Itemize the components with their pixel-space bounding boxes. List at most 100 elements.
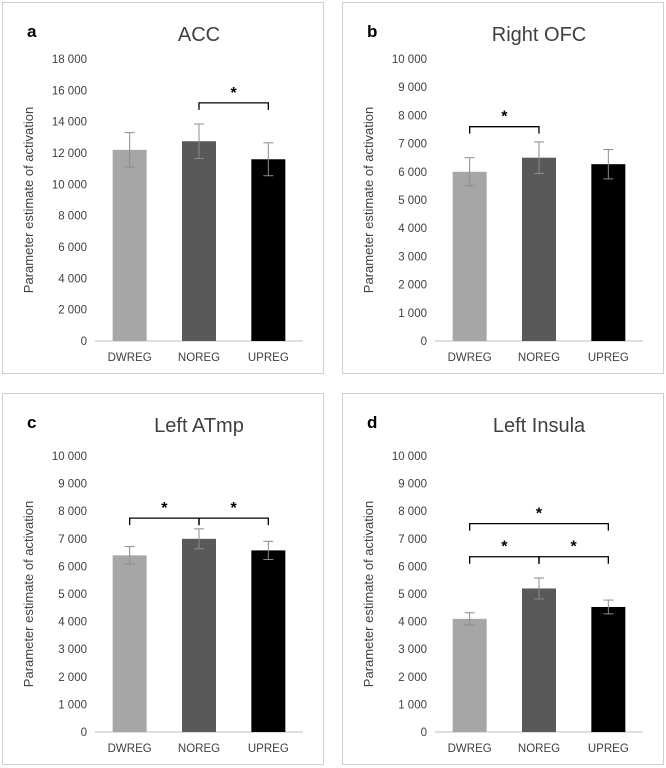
- y-tick-label-a-2: 4 000: [58, 273, 87, 285]
- significance-star-d-2: *: [536, 506, 543, 523]
- error-bar-a-upreg: [263, 142, 274, 177]
- significance-bracket-c-0: [129, 517, 200, 526]
- y-tick-label-b-8: 8 000: [398, 110, 427, 122]
- bar-d-noreg: [522, 588, 556, 732]
- chart-d-svg: d Left Insula Parameter estimate of activa…: [361, 413, 643, 755]
- x-tick-label-d-1: NOREG: [518, 743, 560, 755]
- chart-b-svg: b Right OFC Parameter estimate of activati…: [361, 22, 643, 364]
- bar-b-noreg: [522, 157, 556, 341]
- significance-star-c-0: *: [161, 500, 168, 517]
- y-tick-label-b-0: 0: [421, 336, 427, 348]
- y-tick-label-d-4: 4 000: [398, 617, 427, 629]
- x-tick-label-a-2: UPREG: [248, 352, 289, 364]
- bar-d-dwreg: [452, 618, 487, 732]
- x-tick-label-a-1: NOREG: [178, 352, 220, 364]
- y-tick-label-d-2: 2 000: [398, 672, 427, 684]
- bar-c-noreg: [182, 538, 216, 732]
- chart-panel-b: b Right OFC Parameter estimate of activati…: [342, 2, 664, 374]
- bar-a-dwreg: [112, 149, 147, 341]
- y-tick-label-d-3: 3 000: [398, 644, 427, 656]
- y-tick-label-c-1: 1 000: [58, 699, 87, 711]
- error-bar-c-dwreg: [124, 546, 135, 565]
- y-tick-label-b-2: 2 000: [398, 280, 427, 292]
- y-axis-label-d: Parameter estimate of activation: [361, 501, 376, 687]
- bar-b-upreg: [591, 164, 626, 341]
- significance-star-d-0: *: [501, 539, 508, 556]
- y-tick-label-c-0: 0: [81, 727, 87, 739]
- y-tick-label-d-10: 10 000: [392, 451, 427, 463]
- error-bar-b-upreg: [603, 149, 614, 180]
- y-tick-label-c-10: 10 000: [52, 451, 87, 463]
- significance-star-d-1: *: [571, 539, 578, 556]
- y-tick-label-c-6: 6 000: [58, 561, 87, 573]
- x-tick-label-c-0: DWREG: [108, 743, 152, 755]
- bar-c-dwreg: [112, 555, 147, 732]
- y-tick-label-c-5: 5 000: [58, 589, 87, 601]
- significance-bracket-a-0: [198, 102, 269, 110]
- significance-bracket-d-2: [469, 522, 609, 531]
- y-tick-label-b-9: 9 000: [398, 82, 427, 94]
- chart-title-d: Left Insula: [493, 415, 586, 437]
- chart-panel-a: a ACC Parameter estimate of activation 0 2 0…: [2, 2, 324, 374]
- x-tick-label-a-0: DWREG: [108, 352, 152, 364]
- error-bar-c-noreg: [194, 528, 204, 550]
- panel-label-a: a: [27, 22, 37, 41]
- y-tick-label-d-0: 0: [421, 727, 427, 739]
- y-tick-label-d-7: 7 000: [398, 534, 427, 546]
- error-bar-c-upreg: [263, 540, 274, 560]
- error-bar-d-noreg: [534, 577, 544, 600]
- y-tick-label-b-10: 10 000: [392, 54, 427, 66]
- y-tick-label-b-4: 4 000: [398, 223, 427, 235]
- error-bar-b-noreg: [534, 141, 544, 174]
- y-axis-label-a: Parameter estimate of activation: [21, 107, 36, 293]
- y-tick-label-b-5: 5 000: [398, 195, 427, 207]
- bar-a-noreg: [182, 141, 216, 341]
- y-tick-label-c-2: 2 000: [58, 672, 87, 684]
- significance-star-a-0: *: [231, 85, 238, 102]
- x-tick-label-d-0: DWREG: [448, 743, 492, 755]
- y-tick-label-a-8: 16 000: [52, 85, 87, 97]
- significance-bracket-c-1: [198, 517, 269, 526]
- y-tick-label-d-9: 9 000: [398, 479, 427, 491]
- y-axis-label-c: Parameter estimate of activation: [21, 501, 36, 687]
- significance-star-b-0: *: [501, 109, 508, 126]
- y-tick-label-b-1: 1 000: [398, 308, 427, 320]
- y-tick-label-d-5: 5 000: [398, 589, 427, 601]
- y-tick-label-a-5: 10 000: [52, 179, 87, 191]
- significance-bracket-d-0: [469, 556, 540, 564]
- x-tick-label-d-2: UPREG: [588, 743, 629, 755]
- y-tick-label-a-7: 14 000: [52, 117, 87, 129]
- y-tick-label-a-1: 2 000: [58, 305, 87, 317]
- bar-a-upreg: [251, 159, 286, 341]
- chart-panel-c: c Left ATmp Parameter estimate of activati…: [2, 393, 324, 765]
- y-tick-label-c-9: 9 000: [58, 479, 87, 491]
- error-bar-a-noreg: [194, 123, 204, 159]
- bar-c-upreg: [251, 550, 286, 732]
- y-tick-label-d-1: 1 000: [398, 699, 427, 711]
- y-tick-label-a-3: 6 000: [58, 242, 87, 254]
- chart-title-a: ACC: [178, 24, 220, 46]
- chart-panel-d: d Left Insula Parameter estimate of activa…: [342, 393, 664, 765]
- chart-a-svg: a ACC Parameter estimate of activation 0 2 0…: [21, 22, 303, 364]
- bar-d-upreg: [591, 606, 626, 732]
- error-bar-a-dwreg: [124, 132, 135, 168]
- y-tick-label-b-3: 3 000: [398, 251, 427, 263]
- bar-b-dwreg: [452, 171, 487, 341]
- y-tick-label-a-0: 0: [81, 336, 87, 348]
- y-axis-label-b: Parameter estimate of activation: [361, 107, 376, 293]
- error-bar-d-dwreg: [464, 612, 475, 626]
- y-tick-label-c-4: 4 000: [58, 617, 87, 629]
- significance-bracket-d-1: [538, 556, 609, 564]
- x-tick-label-c-2: UPREG: [248, 743, 289, 755]
- y-tick-label-a-6: 12 000: [52, 148, 87, 160]
- panel-label-d: d: [367, 413, 377, 432]
- chart-title-c: Left ATmp: [154, 415, 244, 437]
- y-tick-label-a-9: 18 000: [52, 54, 87, 66]
- y-tick-label-b-7: 7 000: [398, 139, 427, 151]
- significance-star-c-1: *: [231, 500, 238, 517]
- x-tick-label-b-1: NOREG: [518, 352, 560, 364]
- y-tick-label-d-8: 8 000: [398, 506, 427, 518]
- chart-c-svg: c Left ATmp Parameter estimate of activati…: [21, 413, 303, 755]
- error-bar-d-upreg: [603, 599, 614, 615]
- panel-label-c: c: [27, 413, 36, 432]
